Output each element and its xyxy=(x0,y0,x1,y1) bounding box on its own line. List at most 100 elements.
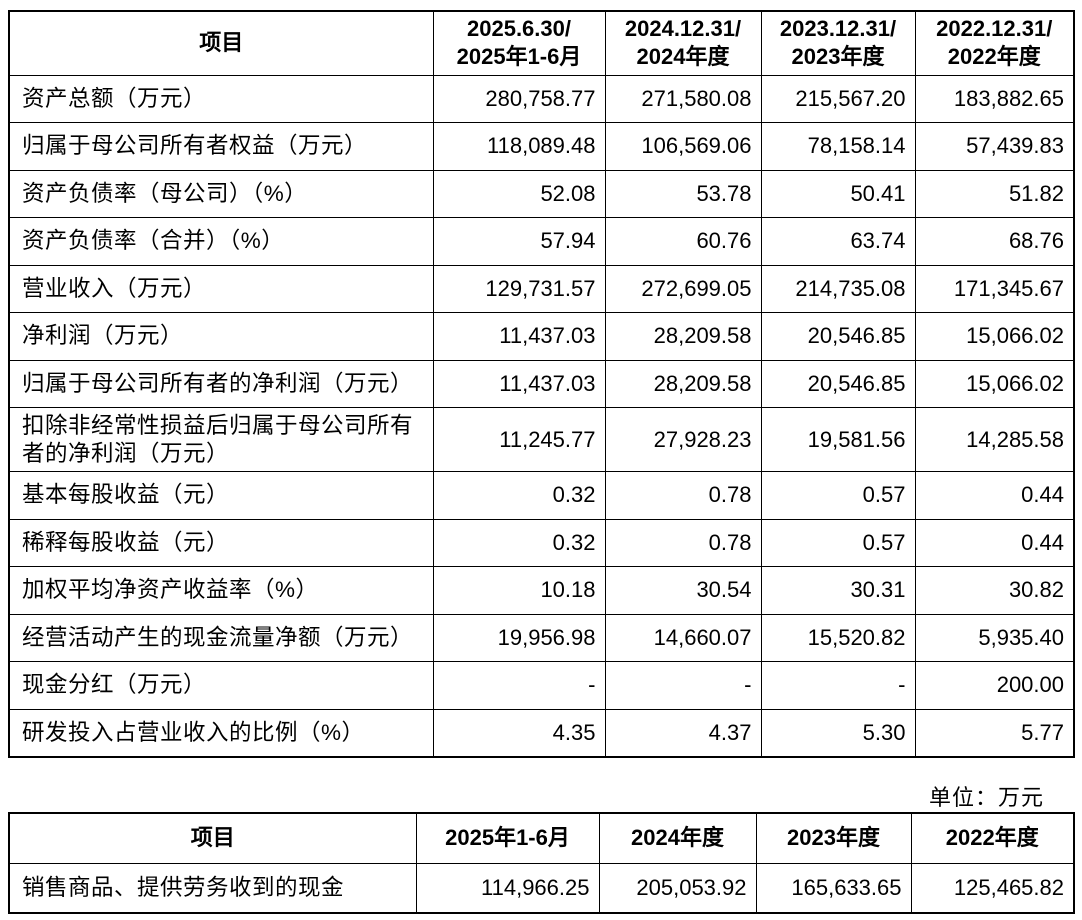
value-cell: - xyxy=(760,661,916,710)
header-cell: 2022年度 xyxy=(910,812,1075,864)
data-row: 归属于母公司所有者的净利润（万元） 11,437.03 28,209.58 20,54… xyxy=(8,359,1075,408)
value-cell: 5.30 xyxy=(760,708,916,757)
value-cell: 4.37 xyxy=(604,708,762,757)
value-cell: 0.32 xyxy=(432,471,606,520)
data-row: 稀释每股收益（元） 0.32 0.78 0.57 0.44 xyxy=(8,518,1075,567)
unit-note: 单位：万元 xyxy=(928,785,1044,810)
value-cell: 118,089.48 xyxy=(432,122,606,171)
header-cell: 2023.12.31/2023年度 xyxy=(760,10,916,76)
header-line: 2023年度 xyxy=(791,44,885,70)
item-cell: 现金分红（万元） xyxy=(8,661,434,710)
value-cell: 60.76 xyxy=(604,217,762,266)
value-cell: 53.78 xyxy=(604,169,762,218)
header-cell: 2022.12.31/2022年度 xyxy=(914,10,1075,76)
value-cell: 272,699.05 xyxy=(604,264,762,313)
value-cell: 68.76 xyxy=(914,217,1075,266)
header-cell: 项目 xyxy=(8,812,417,864)
value-cell: 15,520.82 xyxy=(760,613,916,662)
value-cell: 0.32 xyxy=(432,518,606,567)
value-cell: 0.78 xyxy=(604,471,762,520)
header-cell: 2025.6.30/2025年1-6月 xyxy=(432,10,606,76)
value-cell: 57.94 xyxy=(432,217,606,266)
value-cell: 19,956.98 xyxy=(432,613,606,662)
data-row: 销售商品、提供劳务收到的现金 114,966.25 205,053.92 165,63… xyxy=(8,862,1075,914)
header-line: 2023.12.31/ xyxy=(779,16,897,42)
data-row: 扣除非经常性损益后归属于母公司所有者的净利润（万元） 11,245.77 27,92… xyxy=(8,407,1075,472)
item-cell: 加权平均净资产收益率（%） xyxy=(8,566,434,615)
data-row: 资产总额（万元） 280,758.77 271,580.08 215,567.20 18… xyxy=(8,74,1075,123)
item-cell: 归属于母公司所有者的净利润（万元） xyxy=(8,359,434,408)
item-cell: 扣除非经常性损益后归属于母公司所有者的净利润（万元） xyxy=(8,407,434,472)
header-row: 项目 2025.6.30/2025年1-6月 2024.12.31/2024年度 20… xyxy=(8,10,1075,76)
data-row: 资产负债率（母公司）（%） 52.08 53.78 50.41 51.82 xyxy=(8,169,1075,218)
item-cell: 基本每股收益（元） xyxy=(8,471,434,520)
value-cell: 51.82 xyxy=(914,169,1075,218)
value-cell: 0.57 xyxy=(760,518,916,567)
data-row: 营业收入（万元） 129,731.57 272,699.05 214,735.08 17… xyxy=(8,264,1075,313)
data-row: 研发投入占营业收入的比例（%） 4.35 4.37 5.30 5.77 xyxy=(8,708,1075,757)
value-cell: 214,735.08 xyxy=(760,264,916,313)
item-cell: 销售商品、提供劳务收到的现金 xyxy=(8,862,417,914)
value-cell: 20,546.85 xyxy=(760,312,916,361)
data-row: 现金分红（万元） - - -200.00 xyxy=(8,661,1075,710)
value-cell: 0.44 xyxy=(914,471,1075,520)
header-line: 2022.12.31/ xyxy=(936,16,1053,42)
item-cell: 经营活动产生的现金流量净额（万元） xyxy=(8,613,434,662)
value-cell: 11,245.77 xyxy=(432,407,606,472)
value-cell: 52.08 xyxy=(432,169,606,218)
data-row: 加权平均净资产收益率（%） 10.18 30.54 30.31 30.82 xyxy=(8,566,1075,615)
item-cell: 营业收入（万元） xyxy=(8,264,434,313)
item-cell: 资产负债率（合并）（%） xyxy=(8,217,434,266)
header-line: 2025.6.30/ xyxy=(467,16,571,42)
value-cell: 20,546.85 xyxy=(760,359,916,408)
value-cell: 183,882.65 xyxy=(914,74,1075,123)
value-cell: 5.77 xyxy=(914,708,1075,757)
financial-table: 项目 2025.6.30/2025年1-6月 2024.12.31/2024年度 20… xyxy=(8,10,1075,758)
value-cell: 28,209.58 xyxy=(604,312,762,361)
value-cell: 30.82 xyxy=(914,566,1075,615)
value-cell: 15,066.02 xyxy=(914,359,1075,408)
data-row: 净利润（万元） 11,437.03 28,209.58 20,546.85 15,066… xyxy=(8,312,1075,361)
value-cell: 15,066.02 xyxy=(914,312,1075,361)
header-line: 2024.12.31/ xyxy=(624,16,742,42)
value-cell: 10.18 xyxy=(432,566,606,615)
header-cell: 2025年1-6月 xyxy=(415,812,600,864)
value-cell: 106,569.06 xyxy=(604,122,762,171)
value-cell: 78,158.14 xyxy=(760,122,916,171)
value-cell: 114,966.25 xyxy=(415,862,600,914)
value-cell: 27,928.23 xyxy=(604,407,762,472)
item-cell: 资产负债率（母公司）（%） xyxy=(8,169,434,218)
value-cell: 19,581.56 xyxy=(760,407,916,472)
data-row: 经营活动产生的现金流量净额（万元） 19,956.98 14,660.07 15,52… xyxy=(8,613,1075,662)
value-cell: 280,758.77 xyxy=(432,74,606,123)
data-row: 归属于母公司所有者权益（万元） 118,089.48 106,569.06 78,15… xyxy=(8,122,1075,171)
value-cell: 11,437.03 xyxy=(432,359,606,408)
value-cell: 28,209.58 xyxy=(604,359,762,408)
value-cell: 205,053.92 xyxy=(598,862,757,914)
header-cell: 项目 xyxy=(8,10,434,76)
header-row: 项目 2025年1-6月 2024年度 2023年度 2022年度 xyxy=(8,812,1075,864)
value-cell: 165,633.65 xyxy=(755,862,912,914)
item-cell: 净利润（万元） xyxy=(8,312,434,361)
header-cell: 2024年度 xyxy=(598,812,757,864)
value-cell: 0.78 xyxy=(604,518,762,567)
value-cell: 0.57 xyxy=(760,471,916,520)
data-row: 基本每股收益（元） 0.32 0.78 0.57 0.44 xyxy=(8,471,1075,520)
value-cell: 200.00 xyxy=(914,661,1075,710)
value-cell: 14,660.07 xyxy=(604,613,762,662)
value-cell: 129,731.57 xyxy=(432,264,606,313)
value-cell: 30.31 xyxy=(760,566,916,615)
value-cell: 5,935.40 xyxy=(914,613,1075,662)
header-cell: 2024.12.31/2024年度 xyxy=(604,10,762,76)
item-cell: 资产总额（万元） xyxy=(8,74,434,123)
data-row: 资产负债率（合并）（%） 57.94 60.76 63.74 68.76 xyxy=(8,217,1075,266)
value-cell: 30.54 xyxy=(604,566,762,615)
cash-table: 项目 2025年1-6月 2024年度 2023年度 2022年度 销售商品、提供劳务收到… xyxy=(8,812,1075,914)
header-line: 2022年度 xyxy=(947,44,1041,70)
value-cell: 271,580.08 xyxy=(604,74,762,123)
value-cell: 215,567.20 xyxy=(760,74,916,123)
value-cell: - xyxy=(432,661,606,710)
value-cell: 171,345.67 xyxy=(914,264,1075,313)
value-cell: - xyxy=(604,661,762,710)
